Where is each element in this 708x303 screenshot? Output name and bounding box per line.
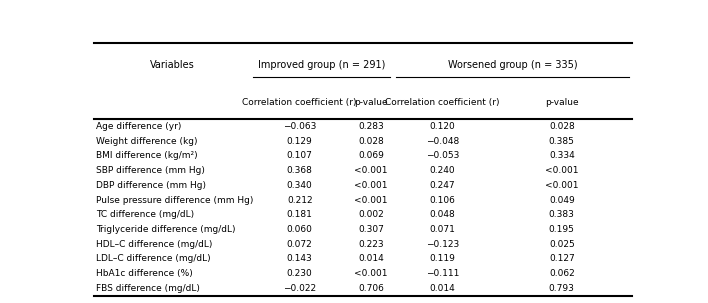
Text: LDL–C difference (mg/dL): LDL–C difference (mg/dL): [96, 254, 211, 263]
Text: <0.001: <0.001: [545, 181, 578, 190]
Text: Variables: Variables: [150, 60, 195, 70]
Text: p-value: p-value: [545, 98, 578, 107]
Text: 0.106: 0.106: [430, 195, 455, 205]
Text: 0.072: 0.072: [287, 240, 313, 249]
Text: 0.069: 0.069: [358, 152, 384, 160]
Text: 0.240: 0.240: [430, 166, 455, 175]
Text: −0.111: −0.111: [426, 269, 459, 278]
Text: 0.223: 0.223: [358, 240, 384, 249]
Text: 0.368: 0.368: [287, 166, 313, 175]
Text: 0.706: 0.706: [358, 284, 384, 293]
Text: Weight difference (kg): Weight difference (kg): [96, 137, 198, 146]
Text: −0.053: −0.053: [426, 152, 459, 160]
Text: 0.793: 0.793: [549, 284, 575, 293]
Text: BMI difference (kg/m²): BMI difference (kg/m²): [96, 152, 198, 160]
Text: −0.123: −0.123: [426, 240, 459, 249]
Text: 0.143: 0.143: [287, 254, 313, 263]
Text: <0.001: <0.001: [354, 166, 388, 175]
Text: SBP difference (mm Hg): SBP difference (mm Hg): [96, 166, 205, 175]
Text: Triglyceride difference (mg/dL): Triglyceride difference (mg/dL): [96, 225, 236, 234]
Text: 0.028: 0.028: [358, 137, 384, 146]
Text: Pulse pressure difference (mm Hg): Pulse pressure difference (mm Hg): [96, 195, 253, 205]
Text: HbA1c difference (%): HbA1c difference (%): [96, 269, 193, 278]
Text: Age difference (yr): Age difference (yr): [96, 122, 181, 131]
Text: 0.283: 0.283: [358, 122, 384, 131]
Text: 0.129: 0.129: [287, 137, 313, 146]
Text: −0.063: −0.063: [283, 122, 316, 131]
Text: <0.001: <0.001: [354, 195, 388, 205]
Text: 0.014: 0.014: [430, 284, 455, 293]
Text: −0.048: −0.048: [426, 137, 459, 146]
Text: 0.048: 0.048: [430, 210, 455, 219]
Text: 0.334: 0.334: [549, 152, 575, 160]
Text: HDL–C difference (mg/dL): HDL–C difference (mg/dL): [96, 240, 212, 249]
Text: <0.001: <0.001: [354, 269, 388, 278]
Text: 0.127: 0.127: [549, 254, 575, 263]
Text: 0.028: 0.028: [549, 122, 575, 131]
Text: −0.022: −0.022: [283, 284, 316, 293]
Text: Improved group (n = 291): Improved group (n = 291): [258, 60, 385, 70]
Text: 0.383: 0.383: [549, 210, 575, 219]
Text: 0.212: 0.212: [287, 195, 312, 205]
Text: 0.049: 0.049: [549, 195, 575, 205]
Text: FBS difference (mg/dL): FBS difference (mg/dL): [96, 284, 200, 293]
Text: 0.062: 0.062: [549, 269, 575, 278]
Text: 0.119: 0.119: [430, 254, 455, 263]
Text: TC difference (mg/dL): TC difference (mg/dL): [96, 210, 194, 219]
Text: 0.181: 0.181: [287, 210, 313, 219]
Text: 0.002: 0.002: [358, 210, 384, 219]
Text: 0.230: 0.230: [287, 269, 313, 278]
Text: <0.001: <0.001: [545, 166, 578, 175]
Text: 0.195: 0.195: [549, 225, 575, 234]
Text: DBP difference (mm Hg): DBP difference (mm Hg): [96, 181, 206, 190]
Text: 0.247: 0.247: [430, 181, 455, 190]
Text: 0.060: 0.060: [287, 225, 313, 234]
Text: 0.340: 0.340: [287, 181, 313, 190]
Text: Correlation coefficient (r): Correlation coefficient (r): [385, 98, 500, 107]
Text: p-value: p-value: [354, 98, 388, 107]
Text: Worsened group (n = 335): Worsened group (n = 335): [447, 60, 577, 70]
Text: 0.014: 0.014: [358, 254, 384, 263]
Text: 0.307: 0.307: [358, 225, 384, 234]
Text: 0.071: 0.071: [430, 225, 455, 234]
Text: Correlation coefficient (r): Correlation coefficient (r): [243, 98, 357, 107]
Text: 0.385: 0.385: [549, 137, 575, 146]
Text: 0.025: 0.025: [549, 240, 575, 249]
Text: 0.107: 0.107: [287, 152, 313, 160]
Text: <0.001: <0.001: [354, 181, 388, 190]
Text: 0.120: 0.120: [430, 122, 455, 131]
